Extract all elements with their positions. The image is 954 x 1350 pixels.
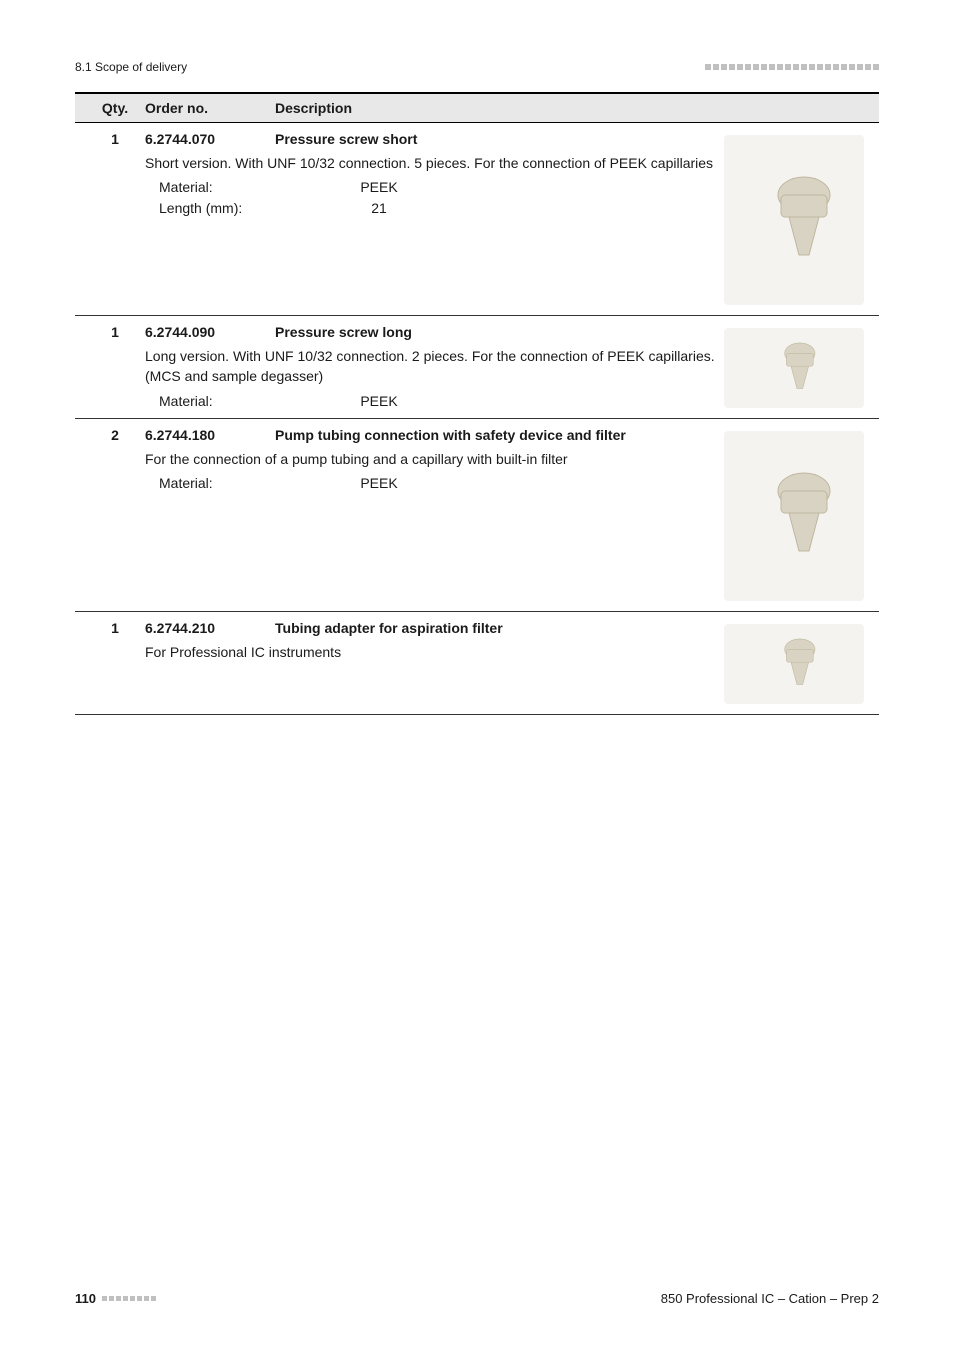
item-qty: 1 (85, 620, 145, 636)
spec-value: PEEK (319, 391, 439, 411)
item-title: Pressure screw short (275, 131, 719, 147)
spec-value: PEEK (319, 177, 439, 197)
item-qty: 1 (85, 131, 145, 147)
item-order-no: 6.2744.210 (145, 620, 275, 636)
item-description: Long version. With UNF 10/32 connection.… (145, 346, 719, 387)
page-footer: 110 850 Professional IC – Cation – Prep … (75, 1291, 879, 1306)
product-image-placeholder (724, 328, 864, 408)
item-title: Pressure screw long (275, 324, 719, 340)
spec-label: Material: (159, 473, 319, 493)
item-title: Tubing adapter for aspiration filter (275, 620, 719, 636)
items-list: 16.2744.070Pressure screw shortShort ver… (75, 123, 879, 715)
item-image (719, 324, 869, 418)
catalog-item: 16.2744.070Pressure screw short Short ver… (75, 123, 879, 316)
item-image (719, 620, 869, 714)
item-order-no: 6.2744.090 (145, 324, 275, 340)
table-header: Qty. Order no. Description (75, 92, 879, 123)
item-order-no: 6.2744.070 (145, 131, 275, 147)
item-title: Pump tubing connection with safety devic… (275, 427, 719, 443)
spec-row: Material:PEEK (145, 177, 719, 197)
catalog-item: 16.2744.210Tubing adapter for aspiration… (75, 612, 879, 715)
page-header: 8.1 Scope of delivery (75, 60, 879, 74)
doc-title: 850 Professional IC – Cation – Prep 2 (661, 1291, 879, 1306)
item-qty: 2 (85, 427, 145, 443)
spec-row: Material:PEEK (145, 391, 719, 411)
product-image-placeholder (724, 624, 864, 704)
item-image (719, 427, 869, 611)
catalog-item: 16.2744.090Pressure screw long Long versi… (75, 316, 879, 419)
col-header-qty: Qty. (85, 100, 145, 116)
item-image (719, 131, 869, 315)
item-qty: 1 (85, 324, 145, 340)
spec-label: Length (mm): (159, 198, 319, 218)
item-order-no: 6.2744.180 (145, 427, 275, 443)
section-label: 8.1 Scope of delivery (75, 60, 187, 74)
col-header-order: Order no. (145, 100, 275, 116)
page-number: 110 (75, 1291, 96, 1306)
item-description: Short version. With UNF 10/32 connection… (145, 153, 719, 173)
product-image-placeholder (724, 431, 864, 601)
header-dots (705, 64, 879, 70)
spec-value: PEEK (319, 473, 439, 493)
spec-label: Material: (159, 391, 319, 411)
col-header-desc: Description (275, 100, 869, 116)
product-image-placeholder (724, 135, 864, 305)
spec-value: 21 (319, 198, 439, 218)
spec-label: Material: (159, 177, 319, 197)
spec-row: Length (mm):21 (145, 198, 719, 218)
spec-row: Material:PEEK (145, 473, 719, 493)
item-description: For Professional IC instruments (145, 642, 719, 662)
footer-dots (102, 1296, 156, 1301)
footer-left: 110 (75, 1291, 156, 1306)
item-description: For the connection of a pump tubing and … (145, 449, 719, 469)
catalog-item: 26.2744.180Pump tubing connection with s… (75, 419, 879, 612)
